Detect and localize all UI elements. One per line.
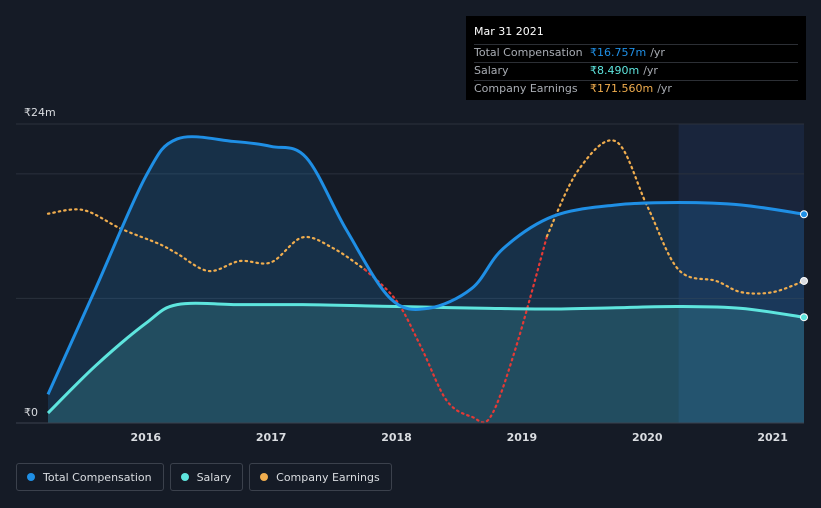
line-company-earnings bbox=[46, 208, 367, 273]
end-marker-salary bbox=[800, 313, 808, 322]
tooltip-value: ₹16.757m bbox=[590, 46, 647, 59]
end-marker-total-compensation bbox=[800, 210, 808, 219]
legend-item-company-earnings[interactable]: Company Earnings bbox=[249, 463, 392, 491]
area-salary bbox=[48, 303, 804, 423]
legend-label: Company Earnings bbox=[276, 470, 380, 484]
series-end-markers bbox=[800, 210, 808, 322]
tooltip-value: ₹8.490m bbox=[590, 64, 640, 77]
legend-label: Total Compensation bbox=[43, 470, 152, 484]
line-total-compensation bbox=[46, 135, 805, 395]
series-lines bbox=[46, 135, 806, 424]
tooltip-date: Mar 31 2021 bbox=[474, 25, 544, 38]
tooltip-unit: /yr bbox=[643, 64, 658, 77]
series-areas bbox=[48, 136, 804, 423]
tooltip-unit: /yr bbox=[657, 82, 672, 95]
tooltip-label: Salary bbox=[474, 64, 509, 77]
tooltip-label: Total Compensation bbox=[474, 46, 583, 59]
tooltip-unit: /yr bbox=[650, 46, 665, 59]
line-salary bbox=[46, 301, 805, 415]
legend-dot-icon bbox=[260, 473, 269, 481]
legend-item-salary[interactable]: Salary bbox=[169, 463, 244, 491]
legend-dot-icon bbox=[180, 473, 189, 481]
x-tick-label: 2016 bbox=[130, 431, 161, 444]
legend-dot-icon bbox=[27, 473, 35, 481]
area-total-compensation bbox=[48, 136, 804, 423]
x-tick-label: 2020 bbox=[632, 431, 663, 444]
tooltip-value: ₹171.560m bbox=[590, 82, 654, 95]
tooltip-row-company-earnings: Company Earnings ₹171.560m /yr bbox=[474, 80, 798, 98]
x-tick-label: 2018 bbox=[381, 431, 412, 444]
line-company-earnings bbox=[545, 139, 806, 295]
legend-item-total-compensation[interactable]: Total Compensation bbox=[16, 463, 164, 491]
tooltip: Mar 31 2021 Total Compensation ₹16.757m … bbox=[466, 16, 806, 100]
legend: Total Compensation Salary Company Earnin… bbox=[16, 463, 392, 493]
x-axis-ticks: 2016 2017 2018 2019 2020 2021 bbox=[130, 431, 787, 444]
tooltip-row-total-compensation: Total Compensation ₹16.757m /yr bbox=[474, 44, 798, 62]
end-marker-company-earnings bbox=[800, 276, 808, 285]
y-axis-min-label: ₹0 bbox=[24, 406, 38, 419]
x-tick-label: 2019 bbox=[507, 431, 538, 444]
x-tick-label: 2021 bbox=[757, 431, 788, 444]
legend-label: Salary bbox=[196, 470, 232, 484]
line-company-earnings bbox=[364, 235, 549, 424]
x-tick-label: 2017 bbox=[256, 431, 287, 444]
tooltip-row-salary: Salary ₹8.490m /yr bbox=[474, 62, 798, 80]
tooltip-label: Company Earnings bbox=[474, 82, 578, 95]
y-axis-max-label: ₹24m bbox=[24, 106, 56, 119]
